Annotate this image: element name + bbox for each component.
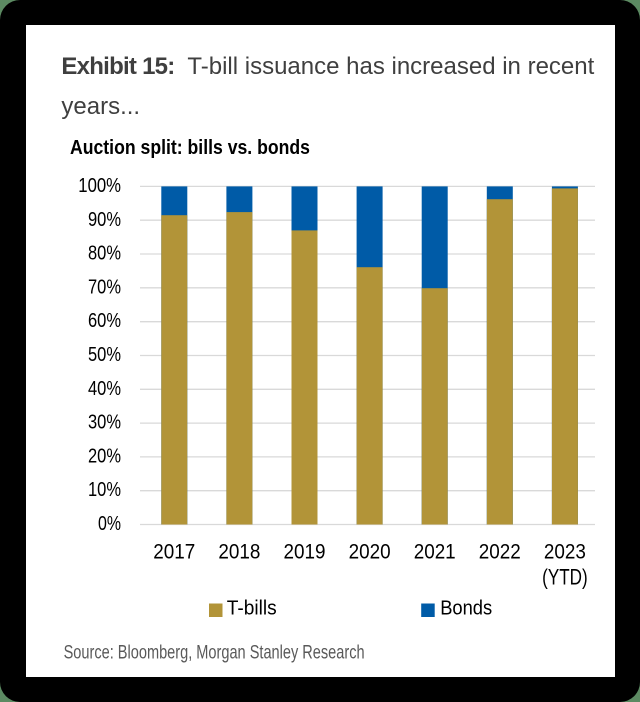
svg-text:2020: 2020 — [349, 541, 391, 564]
svg-text:80%: 80% — [88, 242, 121, 265]
svg-text:Source: Bloomberg, Morgan Stan: Source: Bloomberg, Morgan Stanley Resear… — [64, 641, 365, 663]
svg-text:30%: 30% — [88, 411, 121, 434]
svg-text:70%: 70% — [88, 275, 121, 298]
svg-text:T-bills: T-bills — [227, 597, 277, 620]
svg-text:(YTD): (YTD) — [542, 565, 588, 590]
svg-text:2019: 2019 — [284, 541, 326, 564]
svg-text:2017: 2017 — [153, 541, 195, 564]
svg-text:10%: 10% — [88, 478, 121, 501]
svg-text:50%: 50% — [88, 343, 121, 366]
svg-text:0%: 0% — [98, 512, 121, 535]
svg-text:40%: 40% — [88, 377, 121, 400]
svg-text:2021: 2021 — [414, 541, 456, 564]
svg-text:2018: 2018 — [218, 541, 260, 564]
svg-text:100%: 100% — [78, 174, 121, 197]
svg-text:Bonds: Bonds — [440, 597, 492, 620]
svg-text:Auction split: bills vs. bonds: Auction split: bills vs. bonds — [70, 137, 310, 159]
svg-text:2022: 2022 — [479, 541, 521, 564]
svg-text:20%: 20% — [88, 444, 121, 467]
svg-text:90%: 90% — [88, 208, 121, 231]
svg-text:2023: 2023 — [544, 541, 586, 564]
svg-text:60%: 60% — [88, 309, 121, 332]
